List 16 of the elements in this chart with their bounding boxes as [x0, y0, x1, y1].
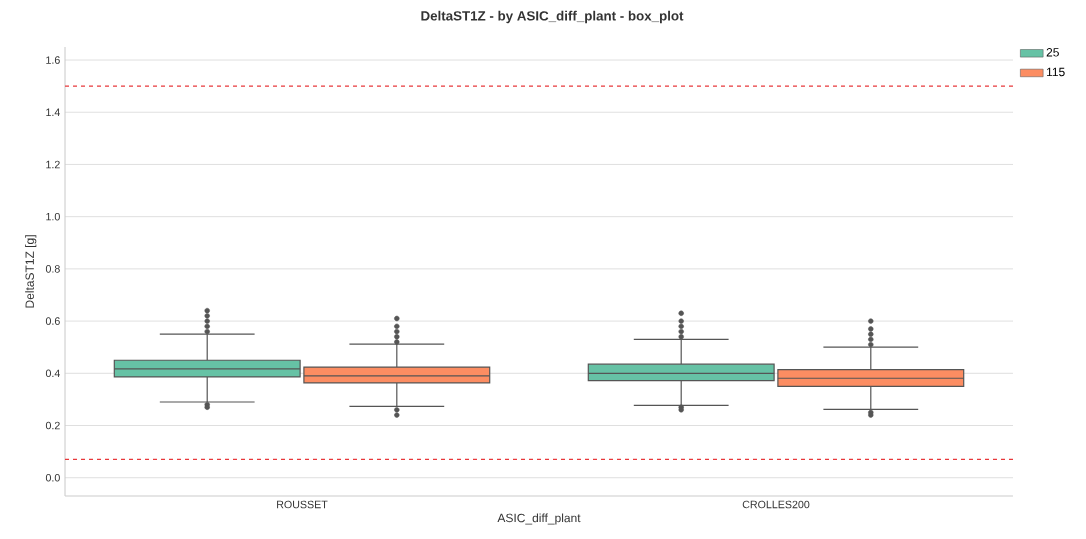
- legend-label: 115: [1046, 67, 1065, 77]
- y-tick-label: 1.2: [46, 160, 60, 169]
- x-tick-label: ROUSSET: [277, 500, 328, 509]
- legend-label: 25: [1046, 48, 1059, 57]
- y-tick-label: 1.0: [46, 212, 60, 221]
- y-tick-label: 0.2: [45, 421, 60, 430]
- y-tick-label: 0.8: [45, 265, 60, 273]
- y-tick-label: 0.4: [45, 369, 60, 378]
- y-tick-label: 1.4: [46, 108, 60, 116]
- y-tick-label: 0.6: [45, 317, 60, 325]
- x-axis-title: ASIC_diff_plant: [497, 513, 581, 525]
- chart-title: DeltaST1Z - by ASIC_diff_plant - box_plot: [421, 10, 684, 24]
- y-tick-label: 1.6: [46, 56, 60, 64]
- y-tick-label: 0.0: [45, 473, 60, 482]
- x-tick-label: CROLLES200: [742, 500, 810, 509]
- y-axis-title: DeltaST1Z [g]: [25, 235, 37, 308]
